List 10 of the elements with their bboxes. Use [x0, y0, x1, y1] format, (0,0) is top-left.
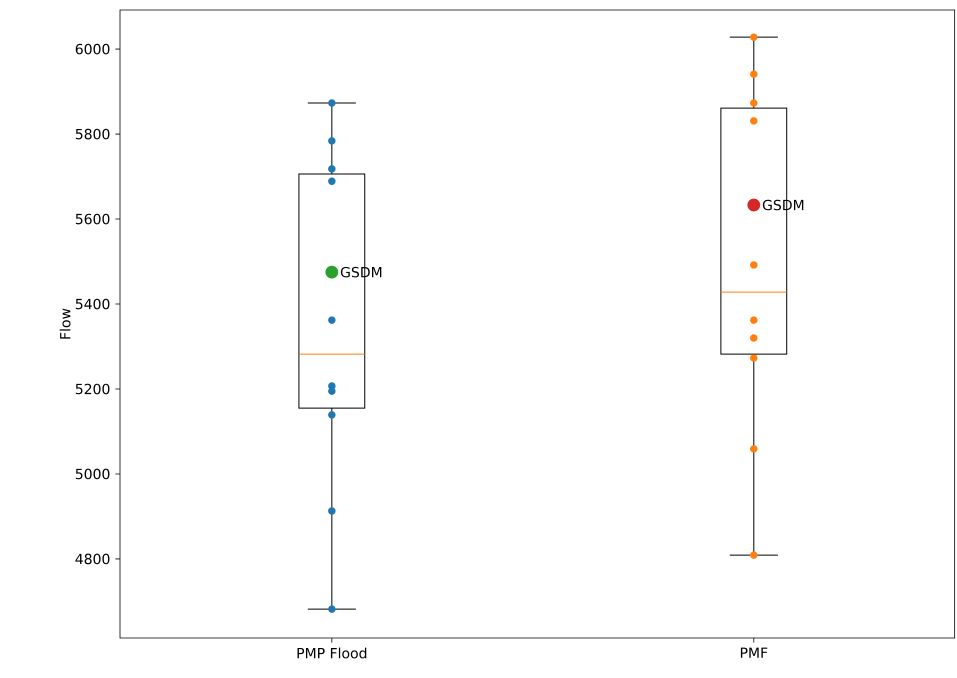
x-tick-label: PMP Flood [298, 648, 366, 658]
y-tick-label: 5000 [76, 468, 110, 480]
x-tick-label: PMF [740, 648, 768, 658]
y-axis-title: Flow [60, 308, 70, 339]
y-tick-label: 5600 [76, 214, 110, 224]
y-tick-label: 6000 [76, 44, 110, 54]
y-tick-label: 5800 [76, 128, 110, 140]
y-tick-label: 5200 [76, 384, 110, 394]
y-tick-label: 5400 [76, 298, 110, 310]
y-tick-label: 4800 [75, 554, 110, 564]
